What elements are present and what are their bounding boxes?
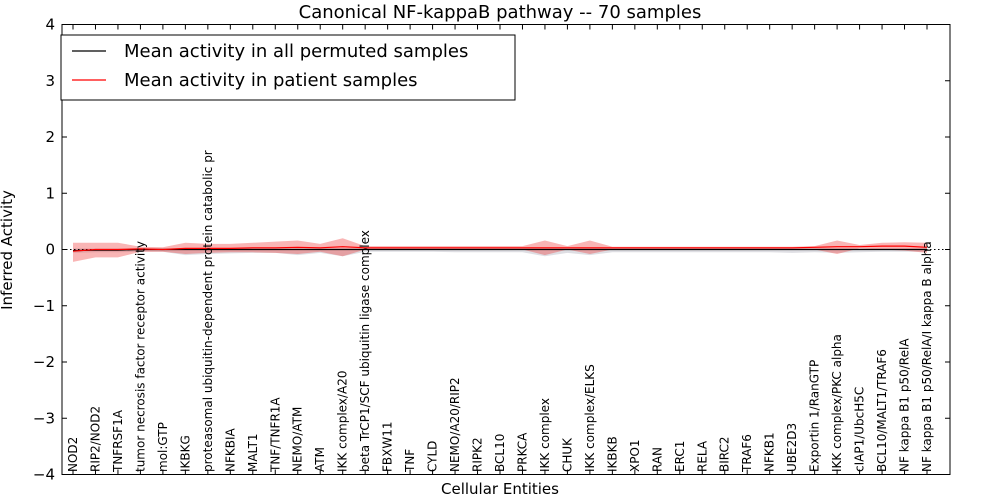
y-tick-label: 4 <box>45 16 55 34</box>
category-label: TNFRSF1A <box>111 409 125 473</box>
line-series-0 <box>72 248 927 252</box>
line-series-1 <box>72 245 928 252</box>
category-label: NF kappa B1 p50/RelA <box>898 338 912 472</box>
category-label: FBXW11 <box>381 422 395 473</box>
confidence-bands <box>73 238 927 262</box>
category-label: IKK complex/ELKS <box>583 364 597 472</box>
category-label: TRAF6 <box>740 434 754 473</box>
y-tick-label: 1 <box>45 184 55 202</box>
category-label: IKK complex/A20 <box>336 371 350 472</box>
category-label: IKBKB <box>605 436 619 472</box>
legend-box <box>60 34 516 101</box>
category-label: ATM <box>313 447 327 472</box>
y-tick-label: 3 <box>45 72 55 90</box>
category-label: RELA <box>695 440 709 472</box>
chart-title: Canonical NF-kappaB pathway -- 70 sample… <box>299 2 702 23</box>
category-labels: NOD2 RIP2/NOD2 TNFRSF1A tumor necrosis fact… <box>66 150 934 473</box>
category-label: PRKCA <box>516 432 530 472</box>
axis-ticks: −4 −3 −2 −1 0 1 2 3 4 <box>33 16 950 484</box>
category-label: BCL10 <box>493 434 507 472</box>
category-label: IKK complex/PKC alpha <box>830 334 844 472</box>
band-series-1 <box>73 238 927 262</box>
y-tick-label: 2 <box>45 128 55 146</box>
category-label: NFKB1 <box>763 432 777 472</box>
category-label: CYLD <box>426 441 440 472</box>
category-label: UBE2D3 <box>785 423 799 472</box>
category-label: XPO1 <box>628 439 642 472</box>
legend: Mean activity in all permuted samples Me… <box>60 34 516 101</box>
legend-label-permuted: Mean activity in all permuted samples <box>124 41 468 62</box>
category-label: IKK complex <box>538 398 552 472</box>
category-label: RAN <box>650 447 664 472</box>
category-label: NFKBIA <box>223 427 237 472</box>
category-label: beta TrCP1/SCF ubiquitin ligase complex <box>358 230 372 472</box>
band-series-0 <box>73 248 927 257</box>
category-label: NF kappa B1 p50/RelA/I kappa B alpha <box>920 241 934 472</box>
category-label: mol:GTP <box>156 422 170 472</box>
y-tick-label: −2 <box>33 353 55 371</box>
category-label: TNF <box>403 449 417 473</box>
category-label: Exportin 1/RanGTP <box>808 360 822 472</box>
category-label: cIAP1/UbcH5C <box>853 387 867 472</box>
category-label: proteasomal ubiquitin-dependent protein … <box>201 150 215 472</box>
legend-label-patient: Mean activity in patient samples <box>124 70 418 91</box>
y-tick-label: −1 <box>33 297 55 315</box>
series-lines <box>62 245 950 252</box>
category-label: IKBKG <box>178 435 192 472</box>
y-axis-label: Inferred Activity <box>0 190 16 310</box>
category-label: ERC1 <box>673 441 687 472</box>
category-label: BCL10/MALT1/TRAF6 <box>875 349 889 472</box>
category-label: NOD2 <box>66 437 80 472</box>
category-label: MALT1 <box>246 433 260 472</box>
category-label: tumor necrosis factor receptor activity <box>133 241 147 472</box>
category-label: CHUK <box>560 437 574 472</box>
category-label: BIRC2 <box>718 436 732 472</box>
x-axis-label: Cellular Entities <box>441 480 559 498</box>
y-tick-label: 0 <box>45 241 55 259</box>
category-label: RIPK2 <box>471 437 485 472</box>
category-label: NEMO/A20/RIP2 <box>448 377 462 472</box>
category-label: TNF/TNFR1A <box>268 397 282 473</box>
category-label: RIP2/NOD2 <box>89 406 103 472</box>
category-label: NEMO/ATM <box>291 407 305 472</box>
y-tick-label: −3 <box>33 409 55 427</box>
y-tick-label: −4 <box>33 466 55 484</box>
plot-frame <box>61 24 951 475</box>
